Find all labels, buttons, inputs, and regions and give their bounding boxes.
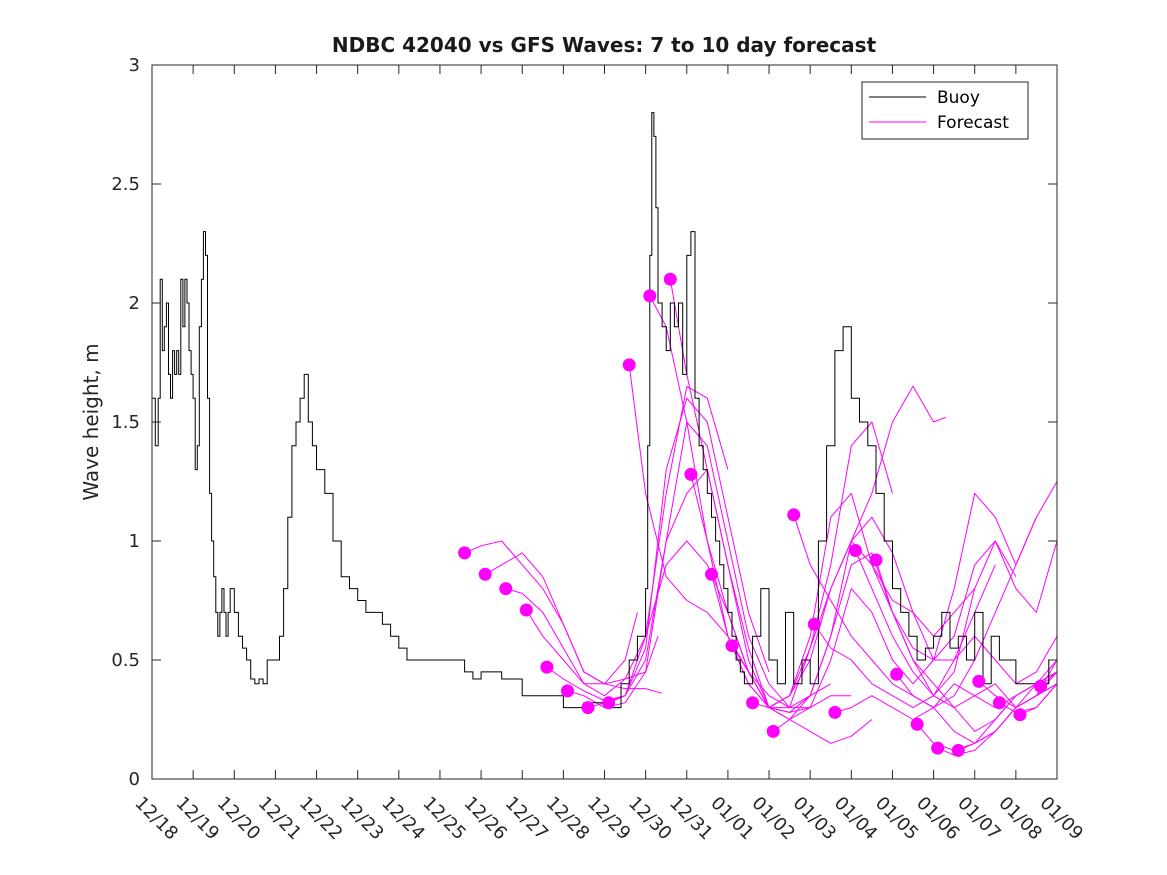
forecast-run-line xyxy=(484,552,659,685)
forecast-marker xyxy=(581,701,595,715)
forecast-run-line xyxy=(546,397,770,701)
y-tick-label: 0 xyxy=(129,769,140,790)
forecast-marker xyxy=(519,603,533,617)
y-tick-label: 0.5 xyxy=(111,650,140,671)
legend-buoy-label: Buoy xyxy=(937,88,980,108)
forecast-marker xyxy=(684,467,698,481)
legend: Buoy Forecast xyxy=(861,81,1029,140)
forecast-marker xyxy=(746,696,760,710)
forecast-marker xyxy=(931,741,945,755)
forecast-marker xyxy=(869,553,883,567)
forecast-marker xyxy=(725,639,739,653)
forecast-marker xyxy=(663,272,677,286)
forecast-marker xyxy=(910,717,924,731)
chart-title: NDBC 42040 vs GFS Waves: 7 to 10 day for… xyxy=(332,33,877,57)
forecast-run-line xyxy=(711,492,996,709)
forecast-marker xyxy=(807,617,821,631)
y-axis-ticks: 0 0.5 1 1.5 2 2.5 3 xyxy=(111,55,1057,790)
forecast-markers xyxy=(458,272,1047,757)
forecast-marker xyxy=(458,546,472,560)
forecast-marker xyxy=(848,544,862,557)
forecast-marker xyxy=(890,667,904,681)
legend-forecast-label: Forecast xyxy=(937,113,1009,133)
y-tick-label: 3 xyxy=(129,55,140,76)
buoy-line xyxy=(152,112,1057,709)
forecast-marker xyxy=(705,567,718,581)
forecast-marker xyxy=(766,724,780,738)
forecast-run-line xyxy=(464,540,638,685)
y-tick-label: 2.5 xyxy=(111,174,140,195)
y-tick-label: 2 xyxy=(129,293,140,314)
legend-box xyxy=(861,81,1029,140)
forecast-marker xyxy=(1013,708,1027,722)
forecast-marker xyxy=(972,674,986,688)
y-tick-label: 1 xyxy=(129,531,140,552)
forecast-run-line xyxy=(525,385,729,697)
forecast-marker xyxy=(992,696,1006,710)
forecast-marker xyxy=(561,684,574,698)
forecast-marker xyxy=(478,567,492,581)
forecast-marker xyxy=(622,358,636,372)
forecast-run-line xyxy=(690,474,976,709)
forecast-marker xyxy=(951,743,965,757)
forecast-run-line xyxy=(669,279,947,709)
forecast-marker xyxy=(540,660,554,674)
forecast-marker xyxy=(1034,679,1047,693)
y-tick-label: 1.5 xyxy=(111,412,140,433)
forecast-marker xyxy=(499,582,513,596)
forecast-marker xyxy=(828,705,842,719)
forecast-marker xyxy=(787,508,801,522)
buoy-series xyxy=(152,112,1057,709)
forecast-run-line xyxy=(731,516,1017,709)
plot-area xyxy=(152,65,1057,779)
forecast-run-line xyxy=(752,492,1037,713)
forecast-marker xyxy=(602,696,616,710)
forecast-marker xyxy=(643,289,657,303)
y-axis-label: Wave height, m xyxy=(79,343,103,500)
